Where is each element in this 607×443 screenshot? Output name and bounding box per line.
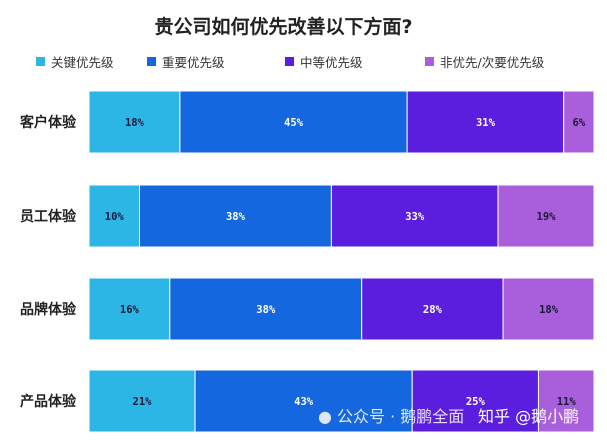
- bar-segment: [88, 90, 181, 154]
- data-label: 31%: [476, 117, 496, 129]
- wechat-icon: ●: [318, 407, 338, 426]
- chart-title: 贵公司如何优先改善以下方面?: [154, 16, 413, 38]
- data-label: 11%: [557, 396, 577, 408]
- legend-label: 非优先/次要优先级: [440, 55, 545, 70]
- data-label: 19%: [537, 211, 557, 223]
- category-label: 客户体验: [19, 114, 77, 131]
- legend-item: 重要优先级: [147, 52, 225, 71]
- bar-segment: [194, 369, 413, 433]
- bar-segment: [88, 277, 171, 341]
- bar-segment: [330, 184, 499, 248]
- data-label: 18%: [125, 117, 145, 129]
- data-label: 43%: [294, 396, 314, 408]
- legend-label: 关键优先级: [51, 55, 114, 70]
- watermark-text: 公众号 · 鹅鹏全面: [337, 407, 465, 426]
- bar-segment: [502, 277, 595, 341]
- legend-swatch: [36, 57, 45, 66]
- data-label: 18%: [539, 304, 559, 316]
- legend-item: 关键优先级: [36, 52, 114, 71]
- legend-swatch: [285, 57, 294, 66]
- bar-segment: [169, 277, 363, 341]
- legend-label: 重要优先级: [162, 55, 225, 70]
- legend-swatch: [147, 57, 156, 66]
- data-label: 45%: [284, 117, 304, 129]
- category-label: 产品体验: [20, 393, 77, 410]
- data-label: 16%: [120, 304, 140, 316]
- bar-segment: [497, 184, 595, 248]
- bar-segment: [411, 369, 539, 433]
- data-label: 21%: [133, 396, 153, 408]
- bar-segment: [139, 184, 332, 248]
- category-label: 员工体验: [20, 208, 77, 225]
- bar-segment: [361, 277, 504, 341]
- data-label: 6%: [573, 117, 586, 129]
- data-label: 28%: [423, 304, 443, 316]
- data-label: 38%: [226, 211, 246, 223]
- legend-swatch: [425, 57, 434, 66]
- legend-item: 中等优先级: [285, 52, 363, 71]
- data-label: 10%: [105, 211, 125, 223]
- category-label: 品牌体验: [20, 301, 77, 318]
- bar-segment: [88, 369, 196, 433]
- legend-item: 非优先/次要优先级: [425, 52, 544, 71]
- data-label: 25%: [466, 396, 486, 408]
- bar-segment: [563, 90, 595, 154]
- data-label: 38%: [256, 304, 276, 316]
- legend-label: 中等优先级: [300, 55, 363, 70]
- watermark-wechat: ● 公众号 · 鹅鹏全面: [318, 403, 464, 427]
- data-label: 33%: [405, 211, 425, 223]
- legend: 关键优先级 重要优先级 中等优先级 非优先/次要优先级: [0, 52, 607, 72]
- bar-segment: [537, 369, 595, 433]
- watermark-zhihu: 知乎 @鹅小鹏: [478, 407, 580, 426]
